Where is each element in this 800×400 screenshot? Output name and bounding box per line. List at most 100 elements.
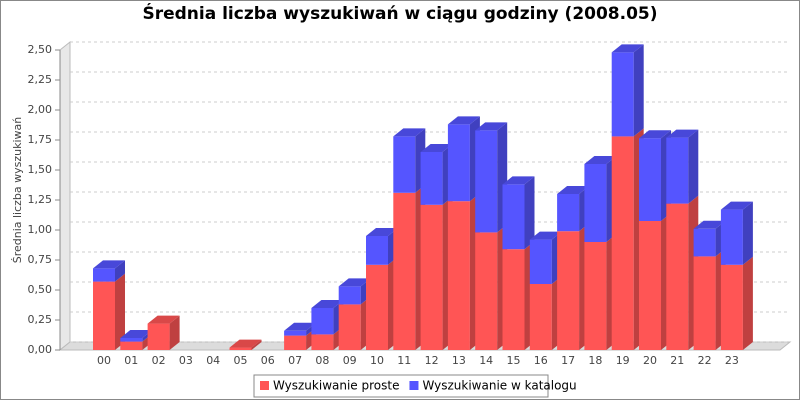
bar bbox=[693, 256, 716, 350]
bar-top bbox=[93, 260, 125, 269]
y-tick-label: 2,00 bbox=[28, 103, 53, 116]
legend-label: Wyszukiwanie proste bbox=[273, 379, 399, 393]
x-tick-label: 19 bbox=[616, 354, 630, 367]
bar bbox=[475, 130, 498, 233]
y-tick-label: 0,00 bbox=[28, 343, 53, 356]
bar-side bbox=[524, 176, 535, 250]
bar-side bbox=[251, 339, 262, 350]
x-tick-label: 12 bbox=[425, 354, 439, 367]
bar bbox=[611, 52, 634, 137]
bar bbox=[666, 203, 689, 350]
bar bbox=[447, 124, 470, 202]
chart-title: Średnia liczba wyszukiwań w ciągu godzin… bbox=[142, 2, 657, 24]
bar bbox=[284, 335, 307, 350]
y-tick-label: 0,75 bbox=[28, 253, 53, 266]
x-tick-label: 02 bbox=[152, 354, 166, 367]
bar-top bbox=[557, 186, 590, 194]
bar-side bbox=[169, 315, 180, 350]
bar bbox=[147, 323, 170, 350]
bar-top bbox=[366, 228, 398, 236]
bar bbox=[557, 194, 580, 232]
y-tick-label: 0,50 bbox=[28, 283, 53, 296]
x-tick-label: 16 bbox=[534, 354, 548, 367]
bar bbox=[666, 137, 689, 204]
bar bbox=[557, 231, 580, 350]
legend-swatch bbox=[409, 381, 419, 390]
bar-top bbox=[475, 122, 508, 131]
bar-top bbox=[666, 129, 699, 138]
x-tick-label: 04 bbox=[206, 354, 220, 367]
bar-top bbox=[611, 44, 644, 53]
bar-top bbox=[120, 330, 153, 338]
y-tick-label: 2,25 bbox=[28, 73, 53, 86]
x-tick-label: 06 bbox=[261, 354, 275, 367]
x-tick-label: 11 bbox=[397, 354, 411, 367]
x-tick-label: 05 bbox=[234, 354, 248, 367]
x-tick-label: 01 bbox=[124, 354, 138, 367]
x-tick-label: 03 bbox=[179, 354, 193, 367]
left-wall bbox=[59, 40, 71, 352]
bar-top bbox=[447, 116, 480, 125]
x-tick-label: 22 bbox=[698, 354, 712, 367]
bar-side bbox=[633, 44, 644, 137]
bar-top bbox=[420, 144, 453, 152]
bar bbox=[284, 330, 307, 336]
bar bbox=[720, 209, 743, 265]
bar bbox=[420, 204, 443, 350]
bar bbox=[120, 341, 143, 350]
bar bbox=[611, 136, 634, 350]
bar bbox=[393, 136, 416, 193]
bar bbox=[93, 268, 115, 282]
bar-side bbox=[688, 129, 699, 204]
bar bbox=[584, 164, 607, 242]
bar bbox=[639, 138, 661, 221]
y-tick-label: 1,75 bbox=[28, 133, 53, 146]
legend-label: Wyszukiwanie w katalogu bbox=[422, 379, 576, 393]
x-tick-label: 18 bbox=[588, 354, 602, 367]
bar-top bbox=[529, 231, 562, 240]
bar-top bbox=[639, 130, 671, 139]
bar bbox=[529, 284, 552, 350]
bar bbox=[93, 281, 115, 350]
legend-swatch bbox=[260, 381, 269, 390]
x-tick-label: 20 bbox=[643, 354, 657, 367]
bar bbox=[502, 249, 525, 350]
bar-top bbox=[311, 300, 344, 308]
bar bbox=[366, 236, 388, 265]
bar bbox=[720, 264, 743, 350]
x-tick-label: 00 bbox=[97, 354, 111, 367]
bar-top bbox=[229, 339, 262, 348]
bar bbox=[393, 192, 416, 350]
bar bbox=[311, 308, 334, 335]
x-tick-label: 08 bbox=[315, 354, 329, 367]
bar bbox=[693, 228, 716, 257]
bar-top bbox=[338, 278, 371, 287]
bar bbox=[229, 347, 252, 350]
y-tick-label: 1,00 bbox=[28, 223, 53, 236]
bar-top bbox=[502, 176, 535, 185]
x-tick-label: 13 bbox=[452, 354, 466, 367]
bar bbox=[120, 338, 143, 342]
bar bbox=[639, 221, 661, 350]
x-tick-label: 23 bbox=[725, 354, 739, 367]
y-tick-label: 0,25 bbox=[28, 313, 53, 326]
y-tick-label: 2,50 bbox=[28, 43, 53, 56]
x-tick-label: 14 bbox=[479, 354, 493, 367]
bar bbox=[311, 334, 334, 350]
x-tick-label: 07 bbox=[288, 354, 302, 367]
bar bbox=[475, 232, 498, 350]
bar-top bbox=[393, 128, 426, 137]
bar-top bbox=[720, 201, 753, 210]
bar-side bbox=[115, 273, 125, 350]
bar bbox=[502, 184, 525, 250]
x-tick-label: 17 bbox=[561, 354, 575, 367]
x-tick-label: 10 bbox=[370, 354, 384, 367]
y-tick-label: 1,50 bbox=[28, 163, 53, 176]
x-tick-label: 21 bbox=[670, 354, 684, 367]
bar-side bbox=[742, 256, 753, 350]
bar bbox=[584, 242, 607, 350]
bar bbox=[447, 201, 470, 350]
x-tick-label: 15 bbox=[507, 354, 521, 367]
bar-top bbox=[284, 322, 317, 331]
